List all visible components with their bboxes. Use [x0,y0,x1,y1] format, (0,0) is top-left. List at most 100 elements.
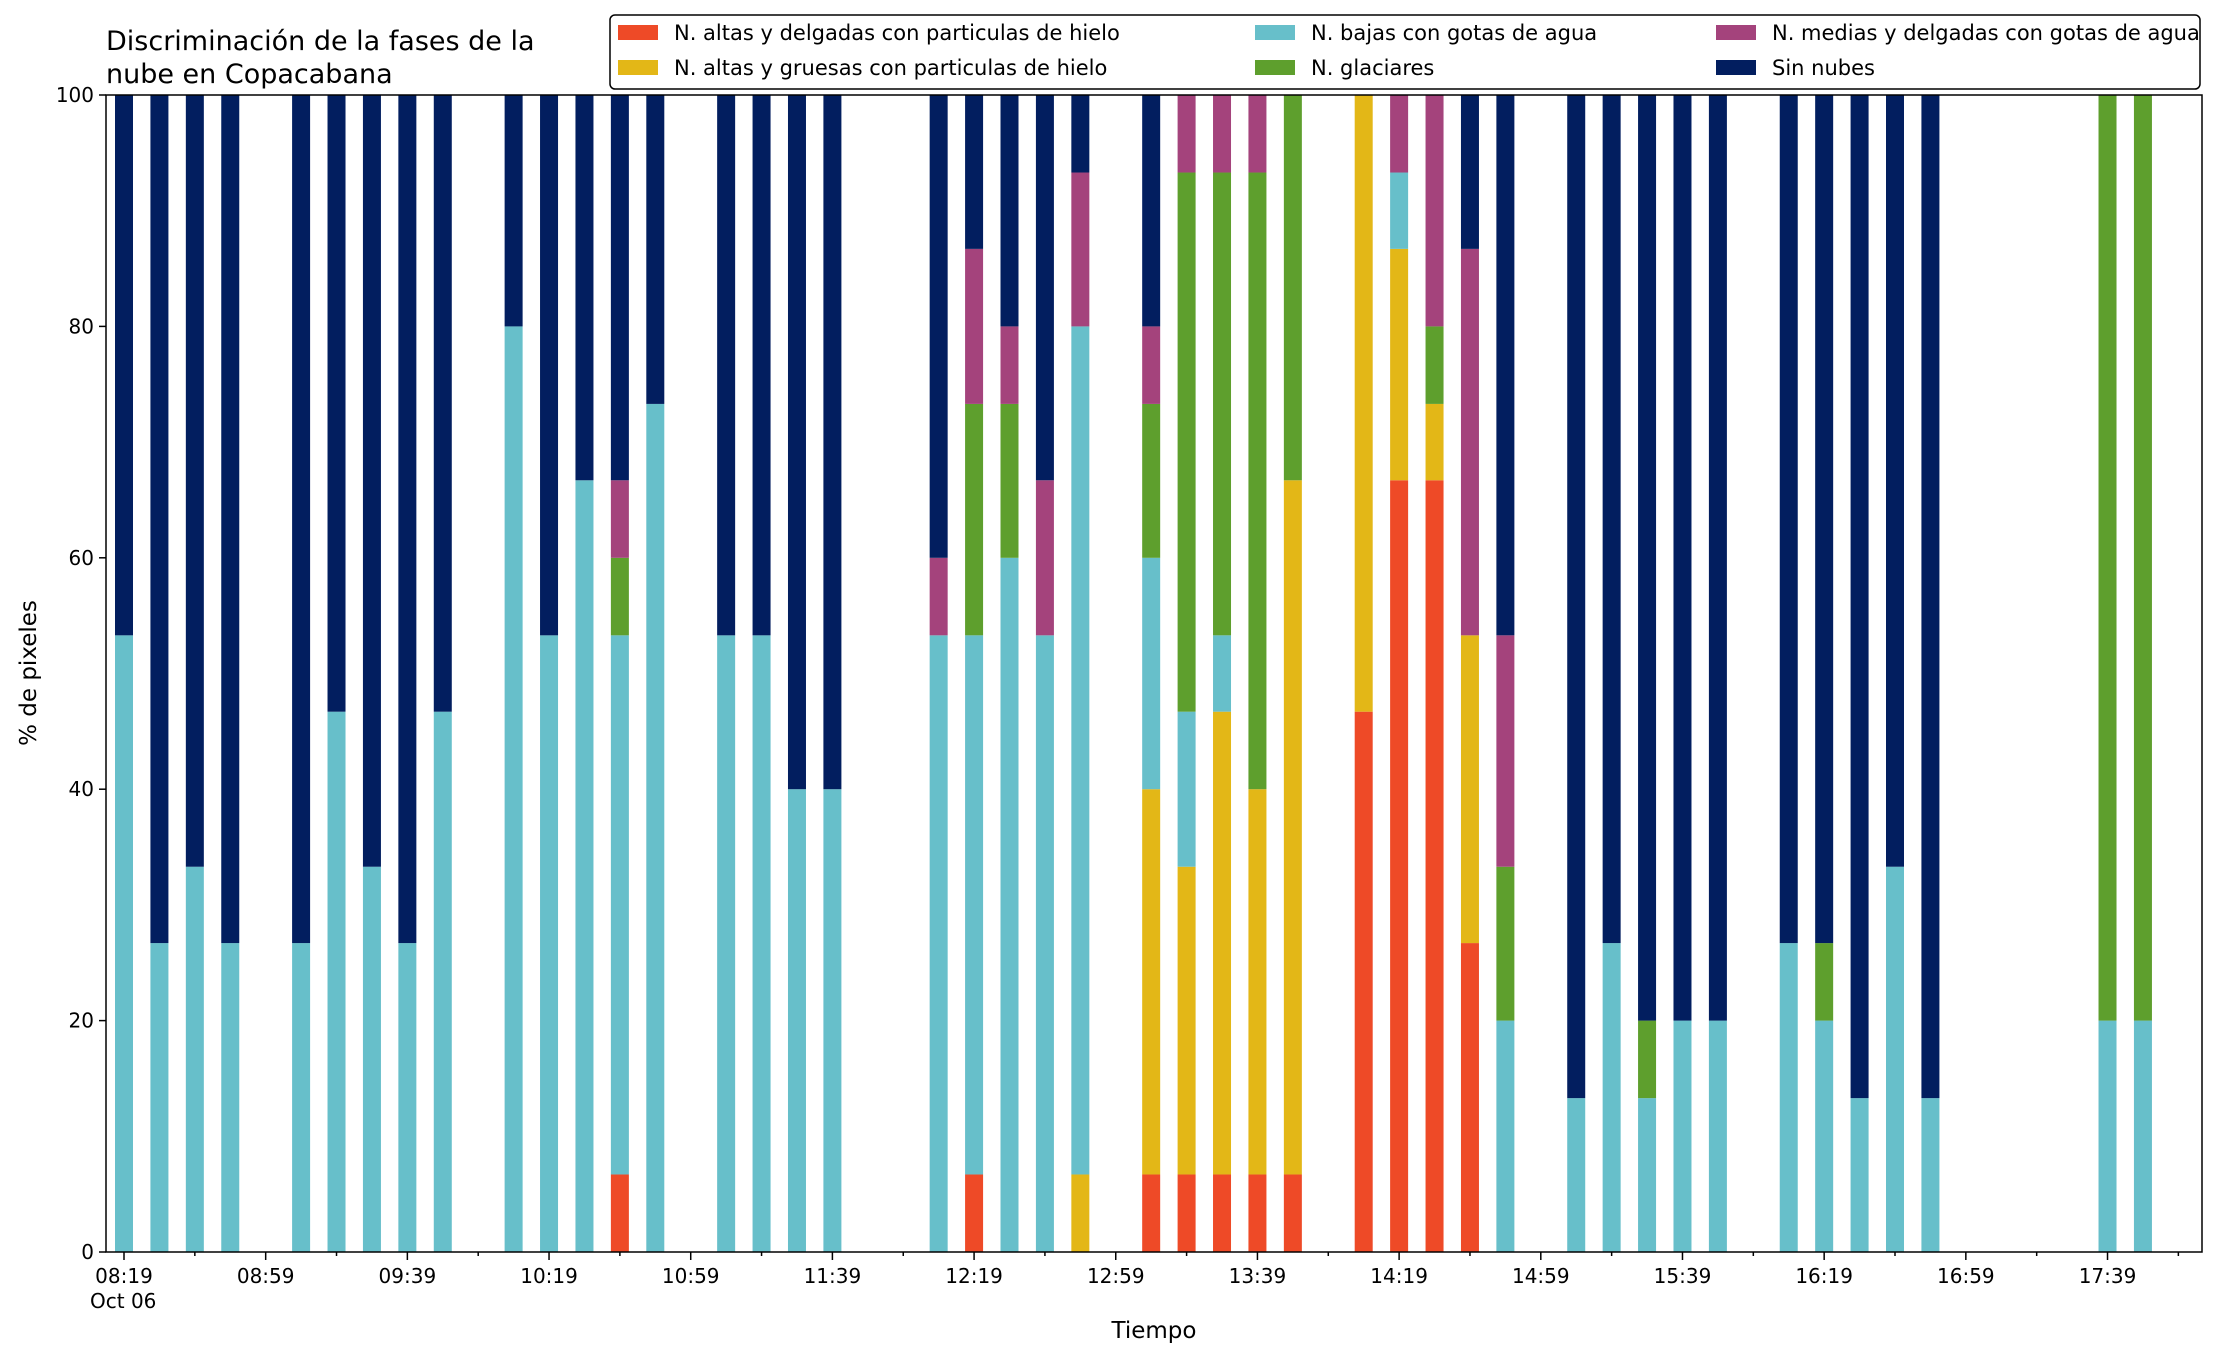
bar-segment [1496,866,1515,1021]
bar-segment [1602,95,1621,944]
bar-segment [1248,95,1267,173]
x-tick-label: 14:19 [1370,1264,1428,1288]
bar-segment [1460,943,1479,1252]
bar-segment [115,95,133,636]
bar-segment [1460,248,1479,636]
bar-segment [115,635,133,1252]
legend-swatch [1255,25,1295,40]
bar-segment [575,480,594,1252]
plot-frame [105,94,2203,1253]
bar-segment [929,635,948,1252]
bar-segment [1673,95,1692,1021]
x-tick-label: 12:19 [945,1264,1003,1288]
bar-segment [1142,95,1161,327]
bar-segment [150,95,169,944]
bar-segment [1177,866,1196,1175]
bar-segment [1035,635,1054,1252]
bar-segment [1213,172,1232,636]
bar-segment [965,95,984,249]
bar-segment [717,95,736,636]
bar-segment [1283,95,1302,481]
bar-segment [1390,480,1409,1252]
bar-segment [1567,1098,1586,1252]
bar-segment [1213,711,1232,1175]
bar-segment [362,95,381,867]
bar-segment [1071,326,1090,1175]
x-tick-label: 16:19 [1795,1264,1853,1288]
legend-swatch [1716,25,1756,40]
bar-segment [1213,95,1232,173]
y-tick-label: 20 [69,1009,94,1033]
bar-segment [1425,326,1444,404]
bar-segment [398,95,417,944]
x-tick-label: 17:39 [2079,1264,2137,1288]
bar-segment [1354,711,1373,1252]
bar-segment [1460,95,1479,249]
bar-segment [1000,557,1019,1252]
bar-segment [1390,248,1409,481]
y-axis-ticks: 0 20 40 60 80 100 [56,83,106,1264]
bar-segment [1071,172,1090,327]
bar-segment [1177,1174,1196,1252]
bar-segment [540,95,559,636]
bar-segment [1071,1174,1090,1252]
bar-segment [1000,403,1019,558]
bar-segment [221,95,240,944]
bar-segment [929,95,948,558]
legend-label: N. altas y delgadas con particulas de hi… [674,21,1120,45]
bar-segment [1779,95,1798,944]
x-tick-label: 08:19 [95,1264,153,1288]
x-tick-label: 11:39 [804,1264,862,1288]
x-tick-label: 15:39 [1654,1264,1712,1288]
y-tick-label: 60 [69,546,94,570]
x-tick-label: 08:59 [237,1264,295,1288]
bar-segment [1708,1020,1727,1252]
x-tick-label: 16:59 [1937,1264,1995,1288]
bar-segment [185,866,204,1252]
bar-segment [1142,326,1161,404]
bar-segment [965,635,984,1175]
y-tick-label: 0 [81,1240,94,1264]
bar-segment [1213,635,1232,712]
bar-segment [965,248,984,404]
bar-segment [2133,95,2152,1021]
legend-label: N. altas y gruesas con particulas de hie… [674,56,1107,80]
y-tick-label: 80 [69,314,94,338]
bar-segment [646,95,665,404]
bar-segment [398,943,417,1252]
bar-segment [787,789,806,1252]
bar-segment [1815,1020,1834,1252]
bar-segment [575,95,594,481]
bar-segment [1886,95,1904,867]
bar-segment [752,95,771,636]
bar-segment [1035,95,1054,481]
x-tick-label: 12:59 [1087,1264,1145,1288]
bar-segment [1567,95,1586,1099]
bar-segment [150,943,169,1252]
y-axis-label: % de pixeles [16,600,42,746]
bar-segment [1602,943,1621,1252]
bar-segment [1425,95,1444,327]
bar-segment [1850,1098,1869,1252]
bar-segment [1390,95,1409,173]
bar-segment [1921,1098,1940,1252]
bar-segment [1142,1174,1161,1252]
bar-segment [504,326,523,1252]
bar-segment [327,95,346,712]
bar-segment [1142,403,1161,558]
bar-segment [1496,635,1515,867]
bar-segment [610,1174,629,1252]
bar-segment [717,635,736,1252]
bar-segment [1283,1174,1302,1252]
bar-segment [787,95,806,790]
bar-segment [610,557,629,636]
x-tick-label: 14:59 [1512,1264,1570,1288]
bar-segment [965,403,984,636]
bar-segment [823,789,842,1252]
bar-segment [1496,95,1515,636]
x-tick-label: 13:39 [1229,1264,1287,1288]
bar-segment [1815,943,1834,1021]
y-tick-label: 40 [69,777,94,801]
legend-frame [609,14,2201,90]
bar-segment [185,95,204,867]
